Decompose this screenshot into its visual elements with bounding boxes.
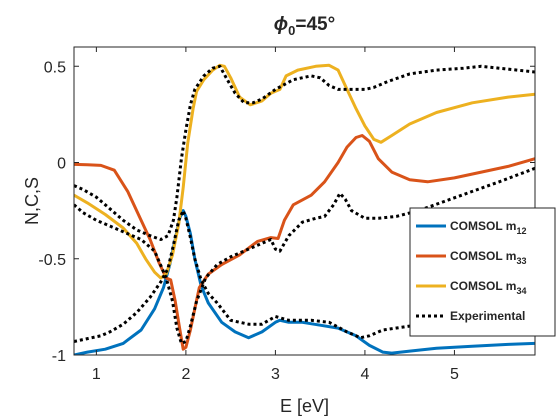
series-line-4 <box>74 166 535 345</box>
series-line-0 <box>74 209 535 355</box>
x-tick-label: 5 <box>450 366 459 383</box>
title-symbol: ϕ <box>274 14 288 35</box>
x-tick-label: 2 <box>181 366 190 383</box>
series-line-3 <box>74 64 535 241</box>
title-tail: =45° <box>295 14 335 35</box>
axes-layer: 1 2 3 4 5 -1 -0.5 0 0.5 <box>38 46 536 383</box>
y-tick-label: -1 <box>52 348 66 365</box>
chart-title: ϕ0=45° <box>274 14 335 38</box>
y-tick-label: -0.5 <box>38 252 66 269</box>
y-tick-label: 0 <box>57 156 66 173</box>
legend: COMSOL m12 COMSOL m33 COMSOL m34 Experiment… <box>409 207 556 337</box>
title-subscript: 0 <box>288 23 295 38</box>
legend-entry: COMSOL m12 <box>450 219 526 236</box>
legend-entry: COMSOL m34 <box>450 279 526 296</box>
series-line-5 <box>74 209 535 343</box>
x-tick-label: 1 <box>92 366 101 383</box>
y-axis-label: N,C,S <box>22 177 42 225</box>
legend-entry: COMSOL m33 <box>450 249 526 266</box>
axes-box <box>73 46 536 356</box>
series-layer <box>74 63 535 355</box>
y-tick-label: 0.5 <box>44 59 66 76</box>
x-axis-label: E [eV] <box>280 396 329 416</box>
legend-entry: Experimental <box>450 309 525 323</box>
x-tick-label: 3 <box>271 366 280 383</box>
x-tick-label: 4 <box>360 366 369 383</box>
